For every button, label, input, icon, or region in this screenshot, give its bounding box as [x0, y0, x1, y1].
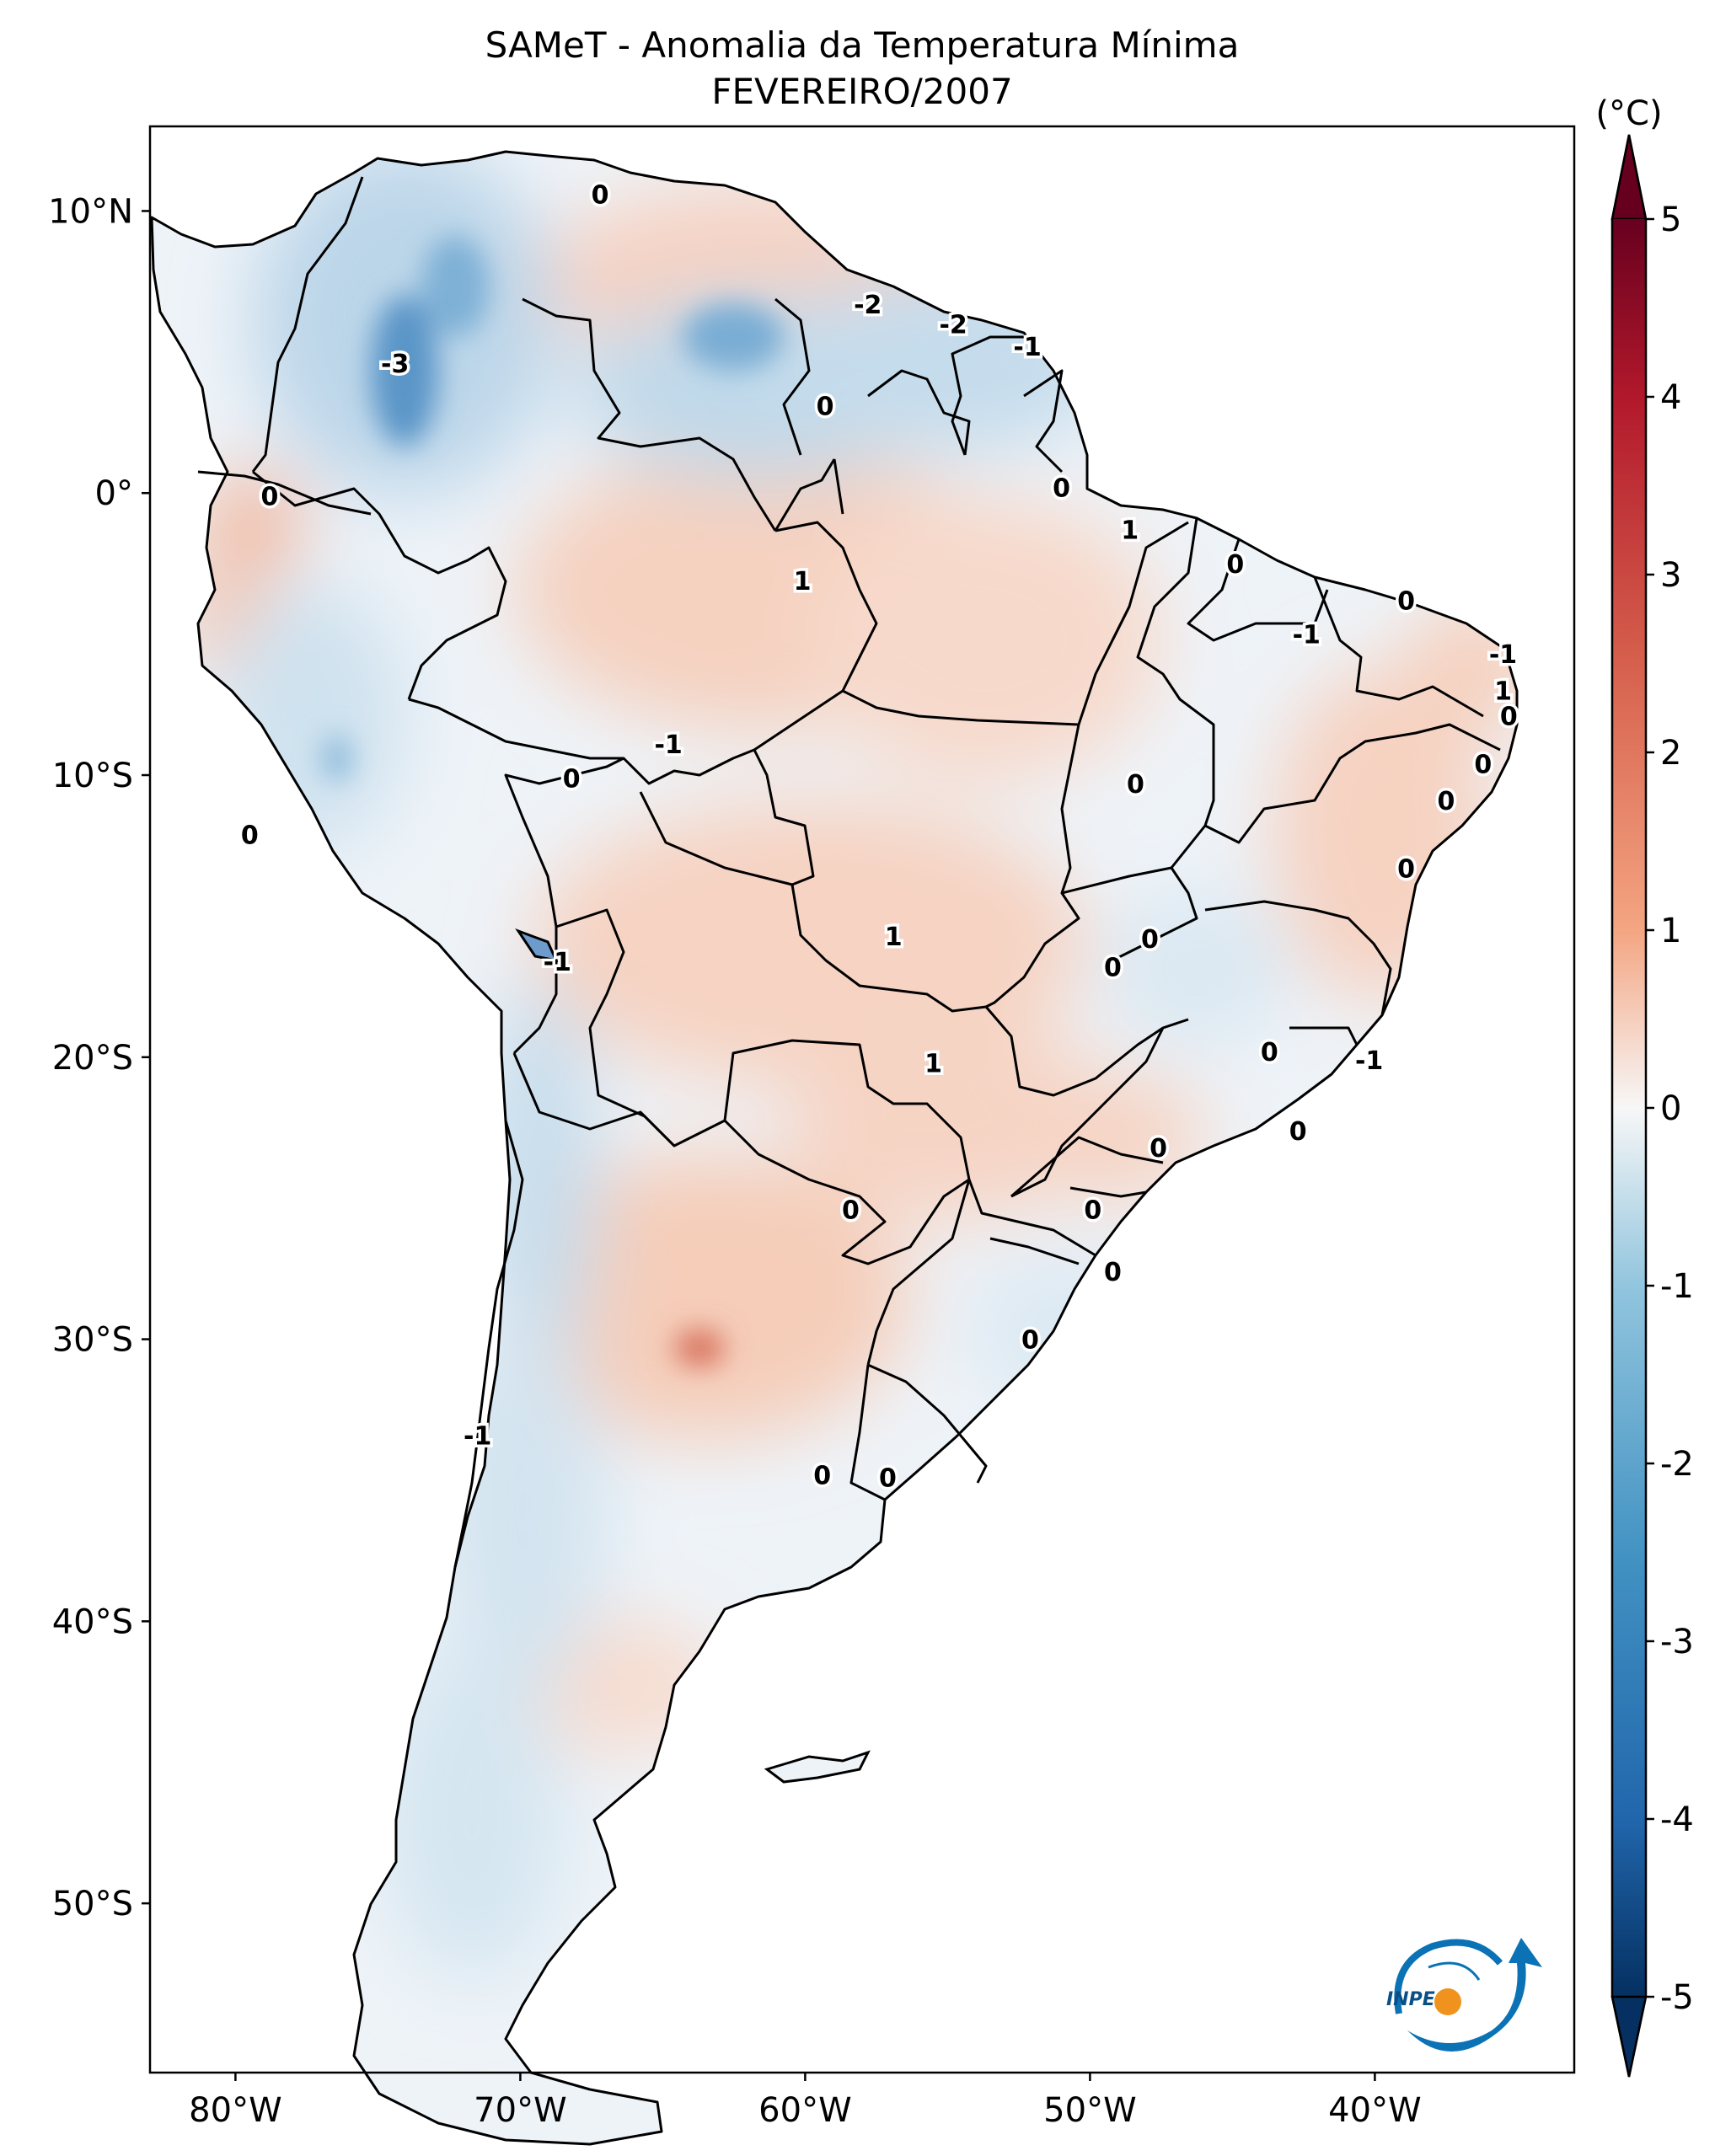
borders — [150, 150, 1519, 2146]
contour-label: 0 — [241, 821, 259, 850]
colorbar-tick-label: -4 — [1660, 1800, 1694, 1839]
colorbar-tick-label: 0 — [1660, 1089, 1681, 1128]
contour-label: 0 — [1261, 1038, 1278, 1067]
x-tick-label: 60°W — [758, 2091, 851, 2130]
contour-label: 0 — [592, 180, 609, 210]
y-axis: 10°N 0° 10°S 20°S 30°S 40°S 50°S — [48, 192, 150, 1923]
colorbar-tick-label: 5 — [1660, 201, 1681, 239]
contour-label: 0 — [1474, 751, 1492, 780]
contour-label: -1 — [654, 730, 682, 760]
contour-label: 0 — [1397, 586, 1415, 616]
x-tick-label: 40°W — [1328, 2091, 1421, 2130]
y-tick-label: 0° — [95, 474, 133, 513]
contour-label: 1 — [885, 923, 903, 952]
colorbar-tick-label: 3 — [1660, 556, 1681, 595]
svg-text:INPE: INPE — [1386, 1989, 1435, 2010]
contour-label: 0 — [563, 764, 581, 794]
falkland-islands — [764, 1750, 871, 1784]
contour-label: -1 — [1355, 1046, 1383, 1076]
y-tick-label: 30°S — [52, 1321, 133, 1360]
contour-label: -1 — [1013, 333, 1041, 362]
lake-titicaca — [515, 928, 559, 963]
contour-label: -1 — [544, 948, 571, 977]
colorbar-tick-label: -1 — [1660, 1267, 1694, 1306]
contour-label: 1 — [794, 567, 812, 597]
contour-label: -1 — [1489, 640, 1517, 670]
contour-label: 0 — [1104, 954, 1122, 983]
y-tick-label: 50°S — [52, 1885, 133, 1923]
inpe-logo: INPE — [1386, 1938, 1542, 2052]
contour-label: 0 — [261, 483, 279, 512]
contour-label: 0 — [1226, 550, 1244, 580]
colorbar-extend-max — [1610, 134, 1648, 221]
contour-label: 0 — [817, 392, 834, 421]
contour-label: -3 — [381, 350, 409, 379]
colorbar-tick-label: -2 — [1660, 1445, 1694, 1484]
contour-label: 0 — [1289, 1117, 1307, 1147]
y-tick-label: 40°S — [52, 1602, 133, 1641]
contour-label: 0 — [1021, 1326, 1039, 1356]
contour-label: 0 — [879, 1464, 897, 1494]
contour-label: 0 — [1141, 925, 1159, 955]
contour-label: -2 — [854, 291, 882, 320]
contour-label: 0 — [842, 1196, 860, 1226]
x-tick-label: 50°W — [1043, 2091, 1136, 2130]
colorbar-tick-label: -5 — [1660, 1978, 1694, 2017]
x-axis: 80°W 70°W 60°W 50°W 40°W — [189, 2073, 1422, 2130]
contour-label: 1 — [1121, 516, 1139, 546]
map-frame — [148, 125, 1576, 2074]
y-tick-label: 10°N — [48, 192, 133, 231]
contour-label: 1 — [1494, 677, 1512, 707]
y-tick-label: 20°S — [52, 1039, 133, 1078]
colorbar-tick-label: 1 — [1660, 912, 1681, 950]
contour-label: 0 — [813, 1461, 831, 1490]
colorbar: (°C) 5 4 3 2 1 0 -1 -2 -3 -4 -5 — [1595, 94, 1694, 2078]
y-tick-label: 10°S — [52, 757, 133, 795]
contour-label: 0 — [1104, 1258, 1122, 1287]
contour-label: 0 — [1150, 1134, 1167, 1164]
x-tick-label: 70°W — [474, 2091, 566, 2130]
contour-label: 0 — [1397, 854, 1415, 884]
colorbar-tick-label: 4 — [1660, 378, 1681, 417]
contour-label: 0 — [1500, 703, 1518, 732]
colorbar-gradient — [1612, 219, 1646, 1997]
colorbar-tick-label: 2 — [1660, 734, 1681, 773]
contour-label: 0 — [1053, 474, 1070, 504]
title-line2: FEVEREIRO/2007 — [711, 71, 1012, 112]
title-line1: SAMeT - Anomalia da Temperatura Mínima — [485, 24, 1240, 66]
contour-label: -2 — [939, 310, 967, 340]
contour-label: 0 — [1127, 770, 1144, 800]
x-tick-label: 80°W — [189, 2091, 281, 2130]
colorbar-unit: (°C) — [1595, 94, 1662, 133]
colorbar-tick-label: -3 — [1660, 1623, 1694, 1661]
colorbar-extend-min — [1610, 1995, 1648, 2078]
contour-label: 0 — [1084, 1196, 1101, 1226]
contour-label: -1 — [464, 1421, 491, 1451]
contour-label: 0 — [1437, 787, 1455, 816]
contour-label: -1 — [1293, 621, 1321, 650]
contour-label: 1 — [924, 1049, 942, 1078]
